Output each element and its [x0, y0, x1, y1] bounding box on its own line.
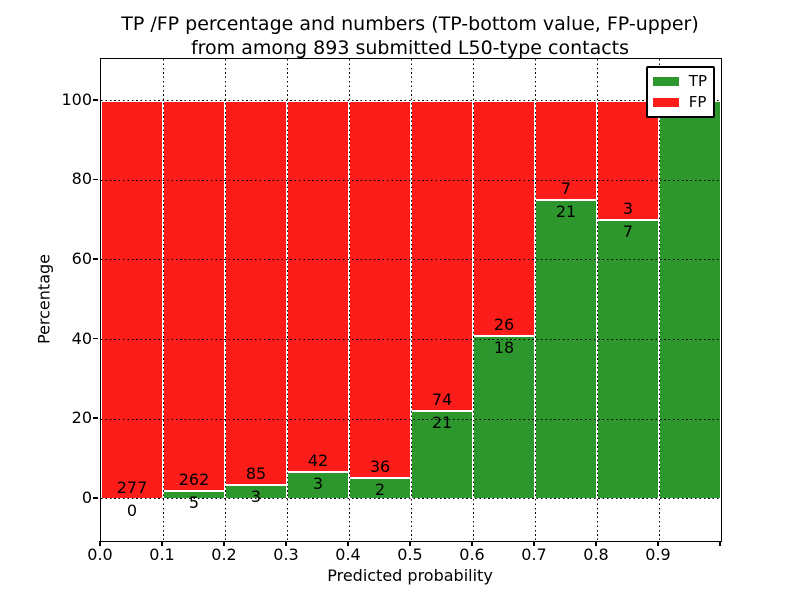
tp-count-label: 5: [188, 493, 200, 513]
legend-row: FP: [652, 93, 707, 111]
x-axis-label: Predicted probability: [327, 566, 493, 585]
fp-bar-segment: [287, 100, 349, 473]
x-tick-label: 0.3: [273, 545, 299, 564]
x-tick-mark: [99, 541, 101, 546]
fp-bar-segment: [163, 100, 225, 492]
y-tick-label: 0: [81, 487, 92, 507]
fp-bar-segment: [225, 100, 287, 486]
gridline-horizontal: [101, 339, 721, 341]
x-tick-mark: [533, 541, 535, 546]
gridline-horizontal: [101, 259, 721, 261]
legend-label-fp: FP: [688, 93, 707, 111]
legend-swatch-tp: [652, 77, 679, 86]
fp-count-label: 26: [493, 314, 515, 334]
x-tick-label: 0.8: [583, 545, 609, 564]
x-tick-label: 0.1: [149, 545, 175, 564]
gridline-vertical: [534, 59, 536, 541]
fp-count-label: 7: [560, 179, 572, 199]
x-tick-mark: [471, 541, 473, 546]
y-tick-label: 20: [71, 408, 92, 428]
fp-bar-segment: [349, 100, 411, 478]
fp-count-label: 3: [622, 199, 634, 219]
x-tick-mark: [285, 541, 287, 546]
y-tick-mark: [93, 99, 98, 101]
tp-bar-segment: [411, 410, 473, 499]
gridline-vertical: [472, 59, 474, 541]
y-tick-mark: [93, 337, 98, 340]
gridline-vertical: [410, 59, 412, 541]
tp-count-label: 7: [622, 222, 634, 242]
fp-count-label: 36: [369, 456, 391, 476]
x-tick-mark: [223, 541, 225, 546]
legend-row: TP: [652, 72, 707, 90]
fp-count-label: 74: [431, 389, 453, 409]
gridline-vertical: [348, 59, 350, 541]
gridline-vertical: [224, 59, 226, 541]
chart-title: TP /FP percentage and numbers (TP-bottom…: [100, 12, 720, 60]
tp-bar-segment: [535, 200, 597, 499]
gridline-vertical: [286, 59, 288, 541]
tp-bar-segment: [597, 220, 659, 499]
fp-bar-segment: [535, 100, 597, 201]
fp-count-label: 42: [307, 451, 329, 471]
y-tick-label: 100: [61, 89, 92, 109]
gridline-horizontal: [101, 100, 721, 102]
y-tick-mark: [93, 497, 98, 499]
x-tick-label: 0.0: [87, 545, 113, 564]
x-tick-label: 0.4: [335, 545, 361, 564]
gridline-horizontal: [101, 179, 721, 181]
y-tick-label: 60: [71, 248, 92, 268]
tp-count-label: 18: [493, 337, 515, 357]
gridline-horizontal: [101, 498, 721, 500]
x-tick-label: 0.6: [459, 545, 485, 564]
fp-count-label: 262: [178, 470, 210, 490]
legend: TP FP: [645, 66, 715, 118]
y-tick-label: 80: [71, 169, 92, 189]
x-tick-label: 0.2: [211, 545, 237, 564]
fp-bar-segment: [473, 100, 535, 336]
tp-count-label: 3: [250, 487, 262, 507]
gridline-vertical: [596, 59, 598, 541]
tp-count-label: 21: [555, 202, 577, 222]
gridline-vertical: [658, 59, 660, 541]
tp-count-label: 21: [431, 412, 453, 432]
tp-count-label: 3: [312, 474, 324, 494]
y-tick-mark: [93, 258, 98, 260]
x-tick-mark: [657, 541, 659, 546]
x-tick-mark: [719, 541, 721, 546]
x-tick-mark: [409, 541, 411, 546]
x-tick-label: 0.7: [521, 545, 547, 564]
chart-title-line1: TP /FP percentage and numbers (TP-bottom…: [121, 13, 699, 35]
gridline-vertical: [162, 59, 164, 541]
y-tick-mark: [93, 417, 98, 419]
tp-bar-segment: [659, 100, 721, 499]
tp-bar-segment: [473, 335, 535, 499]
x-tick-label: 0.9: [645, 545, 671, 564]
fp-bar-segment: [101, 100, 163, 499]
chart-title-line2: from among 893 submitted L50-type contac…: [190, 37, 630, 59]
y-axis-label: Percentage: [34, 253, 54, 345]
x-tick-label: 0.5: [397, 545, 423, 564]
y-tick-mark: [93, 178, 98, 181]
x-tick-mark: [347, 541, 349, 546]
tp-count-label: 2: [374, 479, 386, 499]
legend-label-tp: TP: [688, 72, 707, 90]
legend-swatch-fp: [652, 98, 679, 107]
gridline-horizontal: [101, 418, 721, 420]
tp-bar-segment: [287, 472, 349, 499]
fp-count-label: 85: [245, 464, 267, 484]
x-tick-mark: [595, 541, 597, 546]
tp-count-label: 0: [126, 500, 138, 520]
fp-bar-segment: [411, 100, 473, 411]
fp-count-label: 277: [116, 477, 148, 497]
y-tick-label: 40: [71, 328, 92, 348]
x-tick-mark: [161, 541, 163, 546]
